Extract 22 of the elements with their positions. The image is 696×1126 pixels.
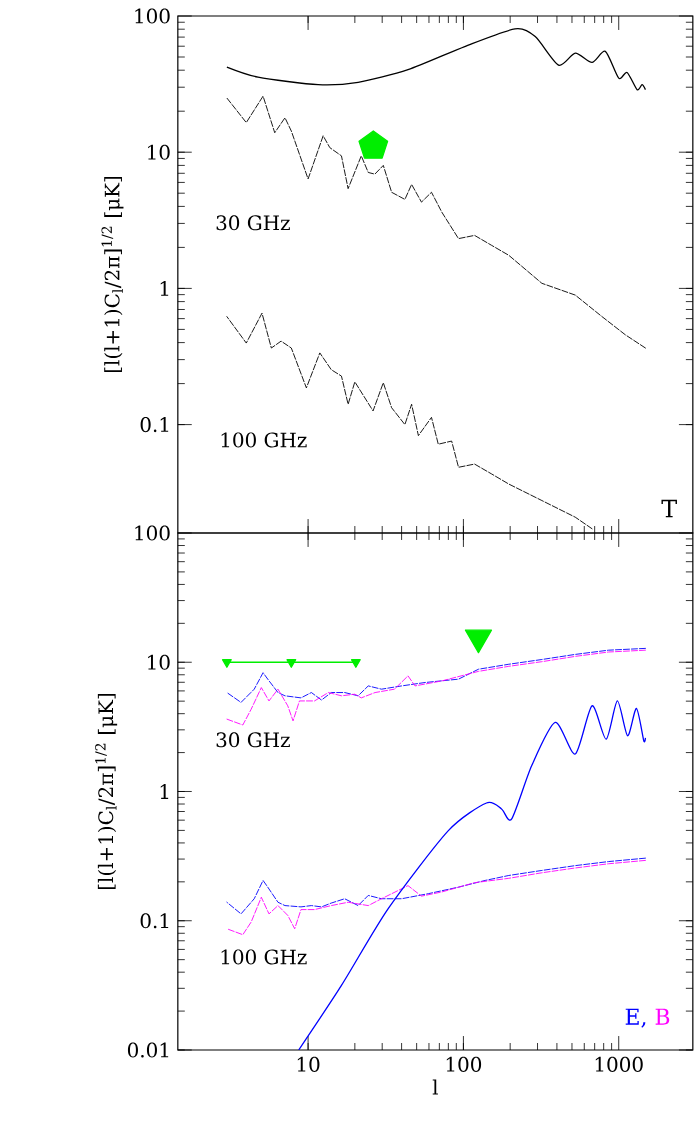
text: E, — [625, 1008, 646, 1028]
y-tick-label: 0.1 — [140, 417, 169, 433]
annotation: 100 GHz — [221, 949, 307, 965]
y-tick-label: 1 — [160, 281, 169, 296]
y-tick-label: 100 — [135, 8, 170, 24]
x-tick-label: 10 — [297, 1056, 320, 1072]
annotation: 100 GHz — [221, 432, 307, 448]
y-tick-label: 0.01 — [128, 1042, 169, 1058]
y-tick-label: 0.1 — [140, 913, 169, 929]
y-axis-title: [l(l+1)C$_{l}$/2π]$^{1/2}$ [μK] — [101, 176, 124, 373]
y-tick-label: 100 — [135, 525, 170, 541]
x-tick-label: 100 — [446, 1056, 482, 1072]
y-axis-title: [l(l+1)C$_{l}$/2π]$^{1/2}$ [μK] — [95, 693, 118, 890]
text: B — [655, 1008, 670, 1025]
x-axis-title: l — [432, 1079, 439, 1095]
annotation: 30 GHz — [216, 215, 290, 231]
y-tick-label: 10 — [148, 144, 170, 160]
y-tick-label: 10 — [148, 654, 170, 670]
annotation: T — [661, 499, 678, 518]
y-tick-label: 1 — [160, 784, 169, 799]
x-tick-label: 1000 — [595, 1056, 643, 1072]
annotation: 30 GHz — [216, 732, 290, 748]
